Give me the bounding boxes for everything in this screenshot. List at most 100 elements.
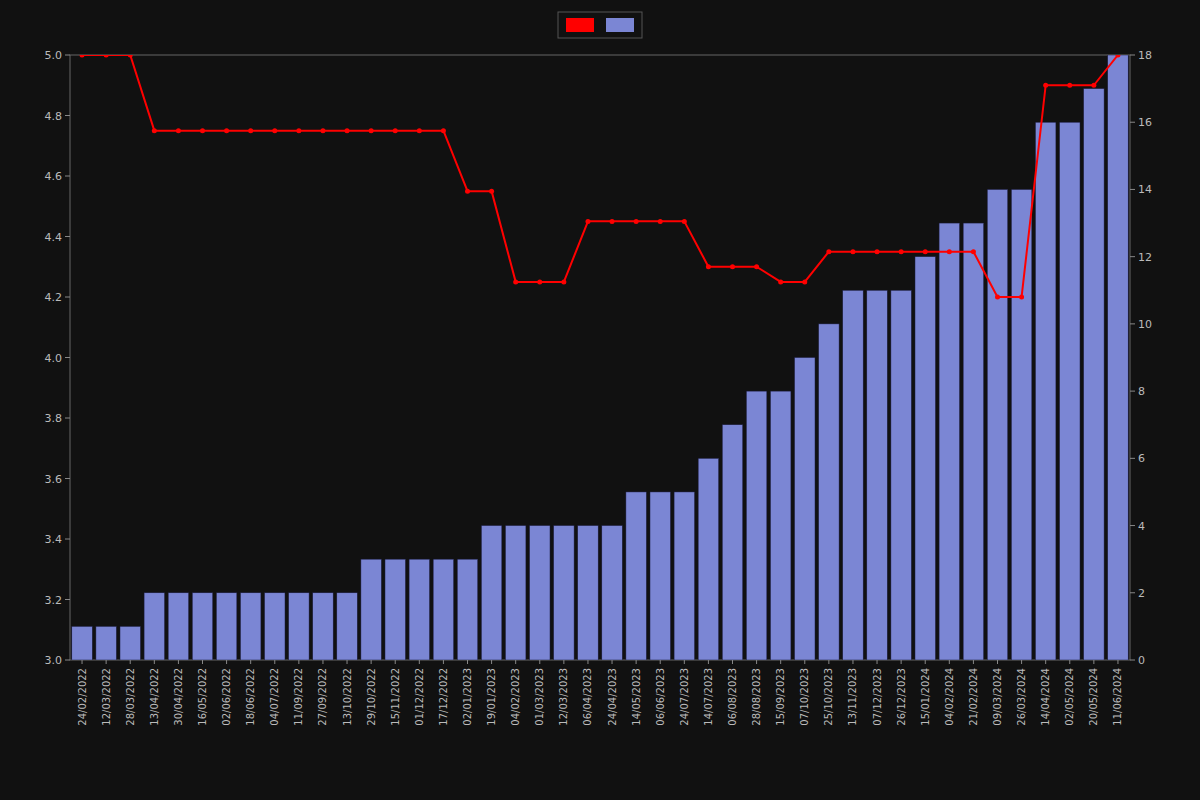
legend-swatch [566,18,594,32]
x-tick [202,660,203,664]
line-marker [899,249,904,254]
line-marker [320,128,325,133]
x-tick-label: 11/09/2022 [293,668,304,726]
line-marker [706,264,711,269]
x-tick [419,660,420,664]
bar [433,559,453,660]
bar [409,559,429,660]
line-marker [465,189,470,194]
y2-tick [1130,189,1135,190]
x-tick-label: 14/04/2024 [1040,668,1051,726]
y2-tick-label: 10 [1138,318,1152,331]
bar [120,626,140,660]
bar [385,559,405,660]
x-tick-label: 21/02/2024 [968,668,979,726]
bar [626,492,646,660]
y2-tick [1130,391,1135,392]
x-tick [828,660,829,664]
x-tick-label: 04/02/2023 [510,668,521,726]
bar [819,324,839,660]
bar [722,425,742,660]
x-tick [250,660,251,664]
x-tick-label: 15/11/2022 [390,668,401,726]
bar [915,257,935,660]
y-tick [65,297,70,298]
chart: 3.03.23.43.63.84.04.24.44.64.85.00246810… [0,0,1200,800]
line-marker [152,128,157,133]
line-marker [1019,295,1024,300]
bar [770,391,790,660]
bar [795,358,815,661]
background [0,0,1200,800]
x-tick [1069,660,1070,664]
bar [1011,189,1031,660]
x-tick [322,660,323,664]
y2-tick [1130,660,1135,661]
bar [144,593,164,660]
y-tick [65,478,70,479]
bar [505,526,525,660]
x-tick [274,660,275,664]
x-tick-label: 29/10/2022 [366,668,377,726]
y2-tick [1130,55,1135,56]
x-tick-label: 07/12/2023 [872,668,883,726]
bar [216,593,236,660]
line-marker [248,128,253,133]
x-tick [539,660,540,664]
x-tick [130,660,131,664]
y-tick-label: 3.2 [45,594,63,607]
line-marker [850,249,855,254]
x-tick-label: 26/03/2024 [1016,668,1027,726]
line-marker [923,249,928,254]
x-tick [804,660,805,664]
x-tick-label: 01/12/2022 [414,668,425,726]
bar [554,526,574,660]
x-tick [732,660,733,664]
x-tick [660,660,661,664]
bar [313,593,333,660]
x-tick-label: 28/08/2023 [751,668,762,726]
y-tick-label: 5.0 [45,49,63,62]
y-tick-label: 4.2 [45,291,63,304]
bar [192,593,212,660]
x-tick [395,660,396,664]
x-tick-label: 04/02/2024 [944,668,955,726]
x-tick-label: 27/09/2022 [317,668,328,726]
line-marker [802,279,807,284]
x-tick-label: 01/03/2023 [534,668,545,726]
bar [867,290,887,660]
x-tick [347,660,348,664]
x-tick [467,660,468,664]
x-tick [154,660,155,664]
bar [1084,89,1104,660]
x-tick [636,660,637,664]
line-marker [875,249,880,254]
bar [674,492,694,660]
x-tick-label: 25/10/2023 [823,668,834,726]
x-tick [1117,660,1118,664]
bar [987,189,1007,660]
x-tick [877,660,878,664]
y-tick-label: 4.4 [45,231,63,244]
y2-tick-label: 12 [1138,251,1152,264]
line-marker [393,128,398,133]
x-tick-label: 26/12/2023 [896,668,907,726]
x-tick-label: 06/08/2023 [727,668,738,726]
y2-tick [1130,592,1135,593]
y-tick [65,599,70,600]
bar [96,626,116,660]
y-tick-label: 4.8 [45,110,63,123]
y-tick [65,418,70,419]
y2-tick-label: 18 [1138,49,1152,62]
x-tick [708,660,709,664]
y-tick [65,115,70,116]
x-tick-label: 30/04/2022 [173,668,184,726]
x-tick [443,660,444,664]
line-marker [561,279,566,284]
x-tick [491,660,492,664]
x-tick [973,660,974,664]
y2-tick-label: 14 [1138,183,1152,196]
x-tick [178,660,179,664]
x-tick-label: 06/04/2023 [582,668,593,726]
line-marker [369,128,374,133]
